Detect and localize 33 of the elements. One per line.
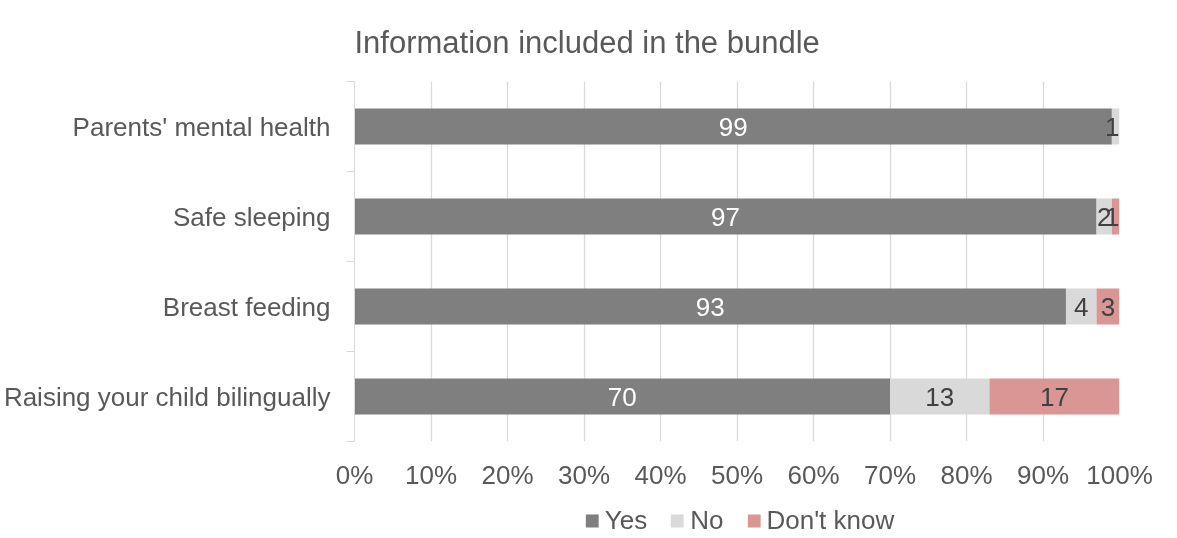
bar bbox=[989, 378, 1120, 415]
x-tick-label: 50% bbox=[710, 459, 764, 490]
x-tick-label: 0% bbox=[335, 459, 374, 490]
chart-title: Information included in the bundle bbox=[354, 24, 820, 60]
data-label: 93 bbox=[695, 291, 725, 322]
x-tick-label: 20% bbox=[481, 459, 534, 490]
x-tick-label: 40% bbox=[634, 459, 687, 490]
legend-label: Don't know bbox=[766, 504, 895, 536]
bar bbox=[354, 378, 890, 415]
x-tick-label: 100% bbox=[1086, 459, 1153, 490]
y-tick-label: Raising your child bilingually bbox=[3, 381, 331, 412]
legend-label: Yes bbox=[604, 504, 648, 536]
x-tick-label: 10% bbox=[404, 459, 458, 490]
data-label: 70 bbox=[607, 381, 637, 412]
data-label: 3 bbox=[1100, 291, 1116, 322]
data-label: 99 bbox=[718, 111, 748, 142]
data-label: 17 bbox=[1040, 381, 1069, 412]
bar bbox=[890, 378, 990, 415]
x-tick-label: 90% bbox=[1016, 459, 1070, 490]
y-tick-label: Safe sleeping bbox=[172, 201, 331, 232]
data-label: 4 bbox=[1074, 291, 1089, 322]
data-label: 97 bbox=[711, 201, 740, 232]
bar bbox=[1065, 288, 1097, 325]
x-tick-label: 30% bbox=[557, 459, 611, 490]
bar bbox=[354, 198, 1097, 235]
legend-label: No bbox=[690, 504, 724, 536]
y-tick-label: Parents' mental health bbox=[72, 111, 331, 142]
x-tick-label: 80% bbox=[940, 459, 993, 490]
x-tick-label: 60% bbox=[787, 459, 840, 490]
y-tick-label: Breast feeding bbox=[162, 291, 331, 322]
bar bbox=[354, 288, 1066, 325]
data-label: 13 bbox=[925, 381, 955, 412]
x-tick-label: 70% bbox=[863, 459, 917, 490]
